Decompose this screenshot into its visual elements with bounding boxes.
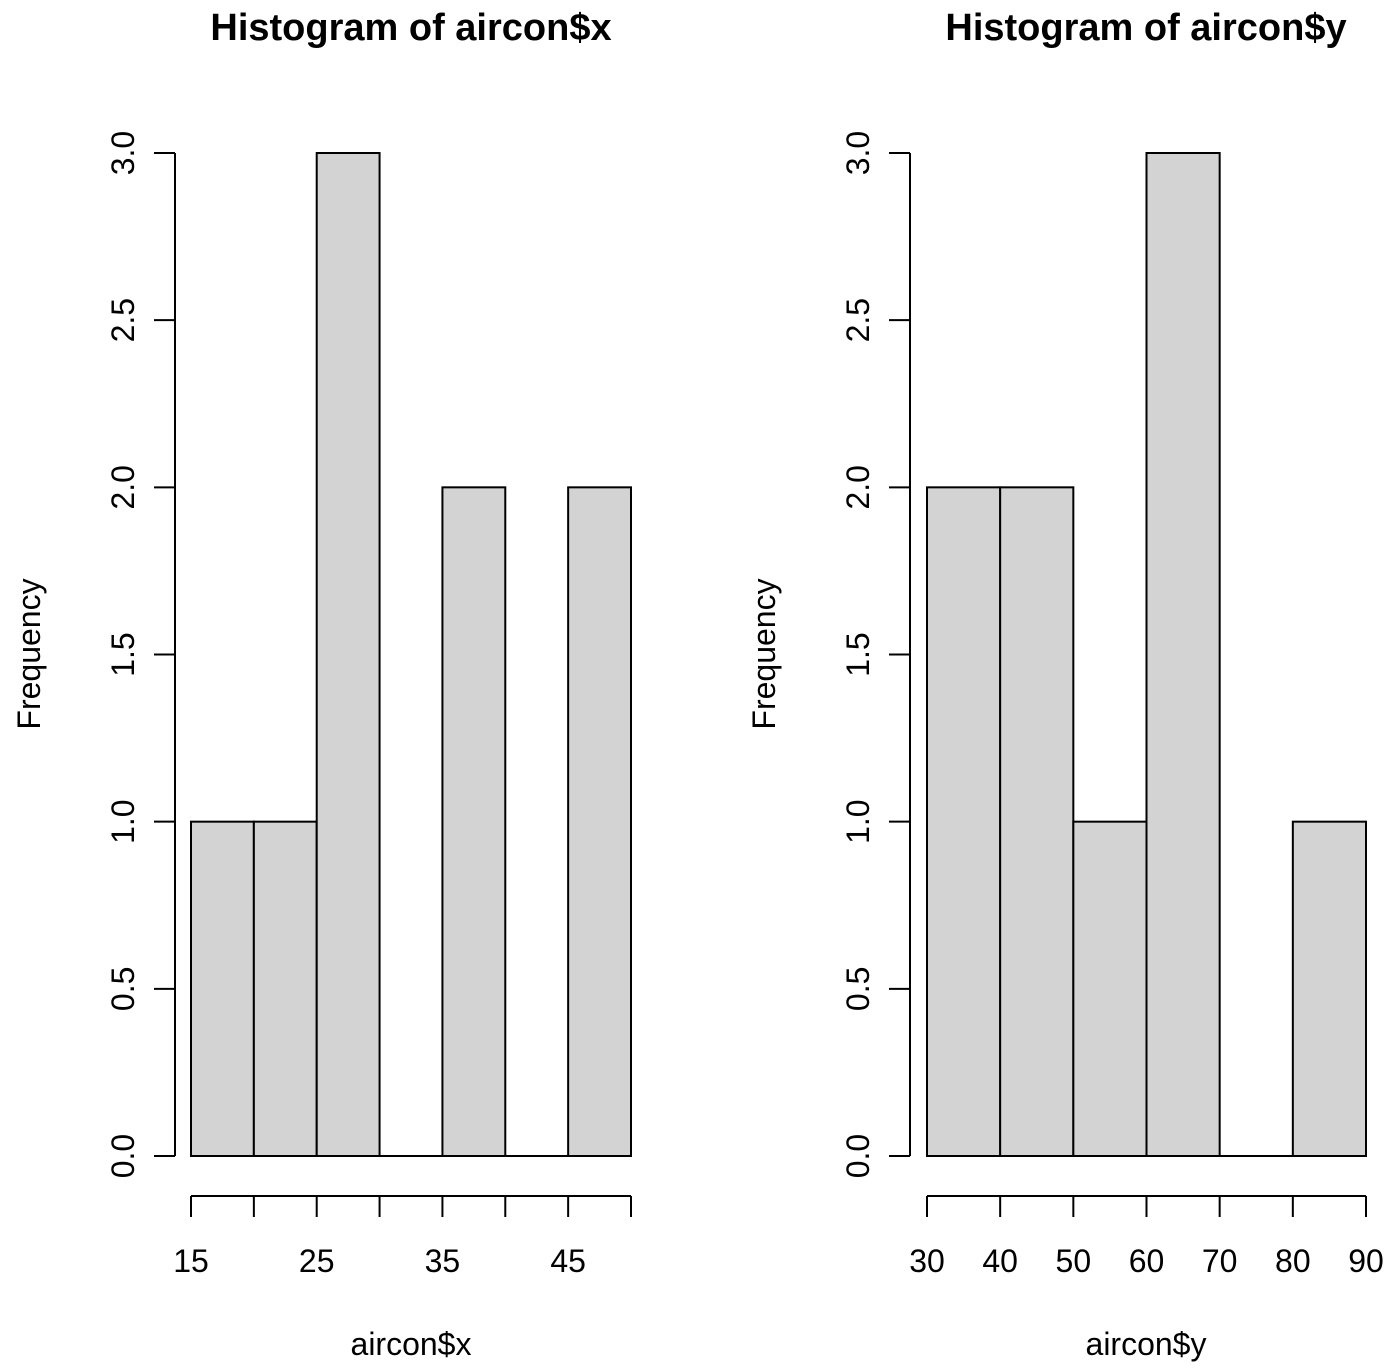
y-axis-label: Frequency (746, 578, 782, 729)
y-tick-label: 0.0 (105, 1134, 141, 1178)
y-tick-label: 2.5 (840, 298, 876, 342)
x-tick-label: 40 (982, 1243, 1018, 1279)
chart-title: Histogram of aircon$x (210, 7, 611, 49)
y-tick-label: 1.5 (105, 632, 141, 676)
histogram-bar (567, 486, 633, 1158)
x-tick-label: 50 (1056, 1243, 1092, 1279)
histogram-bar (999, 486, 1075, 1158)
x-axis-label: aircon$y (1086, 1326, 1207, 1362)
x-tick-label: 70 (1202, 1243, 1238, 1279)
x-tick-label: 15 (173, 1243, 209, 1279)
y-tick-label: 1.0 (840, 799, 876, 843)
y-tick-label: 0.0 (840, 1134, 876, 1178)
x-tick-label: 80 (1275, 1243, 1311, 1279)
y-tick-label: 2.0 (105, 465, 141, 509)
histogram-bar (190, 820, 255, 1158)
histogram-panel-y: Histogram of aircon$y aircon$y Frequency… (746, 7, 1384, 1362)
y-tick-label: 2.5 (105, 298, 141, 342)
histogram-bar (1291, 820, 1368, 1158)
x-axis-label: aircon$x (351, 1326, 472, 1362)
histogram-bar (1145, 152, 1221, 1157)
histogram-bar (1072, 820, 1148, 1158)
x-tick-label: 35 (425, 1243, 461, 1279)
histogram-bar (926, 486, 1002, 1158)
histogram-panel-x: Histogram of aircon$x aircon$x Frequency… (11, 7, 633, 1362)
histogram-bar (315, 152, 381, 1157)
chart-title: Histogram of aircon$y (945, 7, 1346, 49)
y-tick-label: 2.0 (840, 465, 876, 509)
y-tick-label: 0.5 (105, 967, 141, 1011)
histogram-bar (252, 820, 318, 1158)
y-tick-label: 1.5 (840, 632, 876, 676)
y-tick-label: 1.0 (105, 799, 141, 843)
histogram-bar (441, 486, 507, 1158)
y-tick-label: 0.5 (840, 967, 876, 1011)
x-tick-label: 30 (909, 1243, 945, 1279)
y-tick-label: 3.0 (840, 131, 876, 175)
x-tick-label: 90 (1348, 1243, 1384, 1279)
x-tick-label: 60 (1129, 1243, 1165, 1279)
x-tick-label: 25 (299, 1243, 335, 1279)
y-axis-label: Frequency (11, 578, 47, 729)
x-tick-label: 45 (550, 1243, 586, 1279)
y-tick-label: 3.0 (105, 131, 141, 175)
